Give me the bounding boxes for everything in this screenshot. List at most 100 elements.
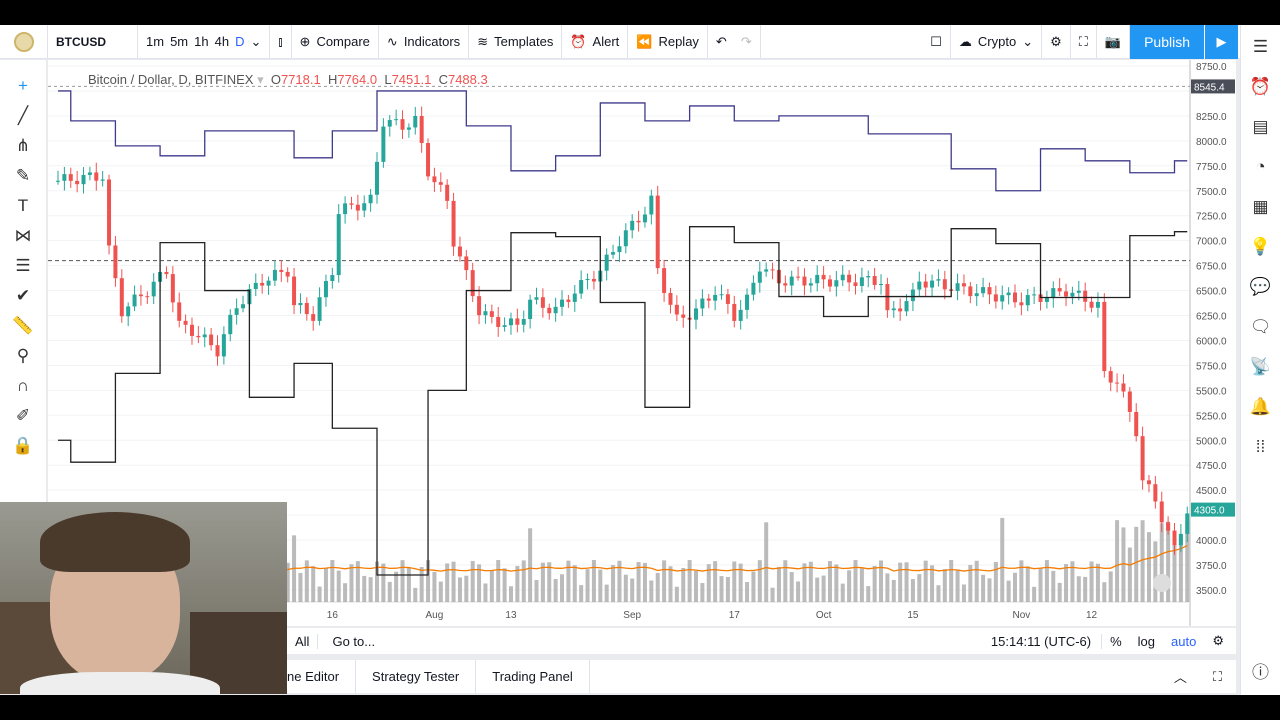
alarm-clock-icon[interactable]: ⏰ xyxy=(1249,77,1272,96)
snapshot-button[interactable]: 📷 xyxy=(1097,24,1131,59)
undo-icon[interactable]: ↶ xyxy=(715,33,727,49)
candle-body xyxy=(815,274,820,284)
interval-d[interactable]: D xyxy=(235,34,245,49)
volume-bar xyxy=(1051,570,1056,602)
chevron-down-icon[interactable]: ▾ xyxy=(257,72,264,87)
volume-bar xyxy=(1140,520,1145,602)
interval-4h[interactable]: 4h xyxy=(214,34,230,49)
interval-1m[interactable]: 1m xyxy=(146,34,165,49)
volume-bar xyxy=(808,561,813,602)
calendar-icon[interactable]: ▦ xyxy=(1252,197,1269,216)
chart-canvas[interactable]: 8750.0 8250.0 8000.0 7750.0 7500.0 7250.0 7000… xyxy=(48,60,1236,626)
text-icon[interactable]: T xyxy=(17,196,29,215)
candle-body xyxy=(1076,290,1081,293)
last-price-label: 4305.0 xyxy=(1194,506,1225,517)
candle-body xyxy=(189,324,194,336)
price-tick-label: 7500.0 xyxy=(1196,187,1227,198)
candle-body xyxy=(215,345,220,357)
candle-body xyxy=(725,294,730,304)
tab-strategy-tester[interactable]: Strategy Tester xyxy=(356,660,477,693)
candle-body xyxy=(126,306,131,317)
chat-icon[interactable]: 🗨 xyxy=(1249,317,1272,336)
chevron-down-icon[interactable]: ⌄ xyxy=(250,33,262,49)
ideas-lightbulb-icon[interactable]: 💡 xyxy=(1249,237,1272,256)
candle-body xyxy=(1153,484,1158,502)
candle-body xyxy=(394,119,399,121)
notifications-bell-icon[interactable]: 🔔 xyxy=(1249,397,1272,416)
interval-group: 1m 5m 1h 4h D ⌄ xyxy=(138,24,271,59)
candle-body xyxy=(298,302,303,306)
volume-bar xyxy=(566,560,571,602)
scroll-to-realtime-button[interactable] xyxy=(1153,574,1171,592)
candle-body xyxy=(164,271,169,275)
percent-toggle[interactable]: % xyxy=(1110,633,1122,649)
interval-1h[interactable]: 1h xyxy=(194,34,209,49)
chevron-up-icon[interactable]: ︿ xyxy=(1173,670,1187,685)
magnet-icon[interactable]: ∩ xyxy=(16,376,30,395)
range-all[interactable]: All xyxy=(287,633,319,649)
publish-button[interactable]: Publish xyxy=(1130,24,1204,59)
interval-5m[interactable]: 5m xyxy=(170,34,189,49)
candle-body xyxy=(540,297,545,308)
gear-icon[interactable]: ⚙ xyxy=(1212,633,1224,648)
help-icon[interactable]: ⓘ xyxy=(1252,663,1269,682)
data-window-icon[interactable]: ▤ xyxy=(1252,117,1269,136)
symbol-title[interactable]: Bitcoin / Dollar, D, BITFINEX xyxy=(88,72,254,87)
redo-icon[interactable]: ↷ xyxy=(740,33,752,49)
checkmark-icon[interactable]: ✔ xyxy=(15,286,31,305)
tab-pine-editor[interactable]: ne Editor xyxy=(287,660,357,693)
pitchfork-icon[interactable]: ⋔ xyxy=(15,136,31,155)
maximize-icon[interactable]: ⛶ xyxy=(1212,668,1222,684)
auto-toggle[interactable]: auto xyxy=(1171,633,1197,649)
pencil-lock-icon[interactable]: ✐ xyxy=(15,406,31,425)
candle-body xyxy=(1108,371,1113,383)
crosshair-icon[interactable]: + xyxy=(18,76,28,95)
fullscreen-button[interactable]: ⛶ xyxy=(1071,24,1097,59)
clock[interactable]: 15:14:11 (UTC-6) xyxy=(981,633,1103,649)
candle-body xyxy=(202,334,207,338)
candle-body xyxy=(260,282,265,286)
lock-icon[interactable]: 🔒 xyxy=(12,436,34,455)
ruler-icon[interactable]: 📏 xyxy=(12,316,34,335)
symbol-search[interactable]: BTCUSD xyxy=(48,24,138,59)
drawing-toolbar: + ╱ ⋔ ✎ T ⋈ ☰ ✔ 📏 ⚲ ∩ ✐ 🔒 xyxy=(0,60,46,505)
candle-body xyxy=(266,280,271,286)
volume-bar xyxy=(898,562,903,602)
volume-bar xyxy=(993,561,998,602)
volume-bar xyxy=(827,561,832,602)
watchlist-icon[interactable]: ☰ xyxy=(1252,37,1269,56)
candle-body xyxy=(604,254,609,271)
hotlist-icon[interactable]: ◔ xyxy=(1255,157,1266,176)
replay-button[interactable]: ⏪ Replay xyxy=(628,24,708,59)
candle-body xyxy=(170,274,175,303)
streams-icon[interactable]: 📡 xyxy=(1249,357,1272,376)
market-button[interactable]: ☁ Crypto ⌄ xyxy=(951,24,1043,59)
pattern-icon[interactable]: ⋈ xyxy=(14,226,32,245)
price-tick-label: 8750.0 xyxy=(1196,62,1227,73)
candle-body xyxy=(1159,501,1164,523)
goto-button[interactable]: Go to... xyxy=(332,633,376,649)
log-toggle[interactable]: log xyxy=(1137,633,1156,649)
candle-body xyxy=(572,293,577,302)
compare-button[interactable]: ⊕ Compare xyxy=(292,24,379,59)
volume-bar xyxy=(981,574,986,602)
tab-trading-panel[interactable]: Trading Panel xyxy=(476,660,590,693)
settings-button[interactable]: ⚙ xyxy=(1042,24,1071,59)
candle-body xyxy=(413,116,418,128)
layout-button[interactable]: ☐ xyxy=(922,24,951,59)
brush-icon[interactable]: ✎ xyxy=(15,166,31,185)
zoom-icon[interactable]: ⚲ xyxy=(16,346,30,365)
logo[interactable] xyxy=(0,24,48,59)
templates-button[interactable]: ≋ Templates xyxy=(469,24,563,59)
chart-style-button[interactable]: ⫾ xyxy=(270,24,292,59)
dom-icon[interactable]: ⁞⁞ xyxy=(1255,437,1266,456)
volume-bar xyxy=(1019,560,1024,602)
play-button[interactable]: ▶ xyxy=(1204,24,1238,59)
alert-button[interactable]: ⏰ Alert xyxy=(562,24,629,59)
prediction-icon[interactable]: ☰ xyxy=(15,256,31,275)
trend-line-icon[interactable]: ╱ xyxy=(17,106,29,125)
volume-bar xyxy=(936,585,941,602)
indicators-button[interactable]: ∿ Indicators xyxy=(379,24,470,59)
candle-body xyxy=(993,294,998,302)
chats-icon[interactable]: 💬 xyxy=(1249,277,1272,296)
